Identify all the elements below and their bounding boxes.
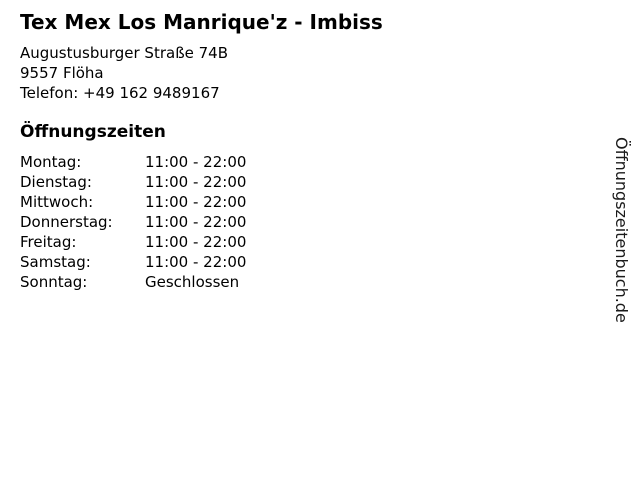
- table-row: Mittwoch: 11:00 - 22:00: [20, 192, 305, 212]
- table-row: Sonntag: Geschlossen: [20, 272, 305, 292]
- hours-value: Geschlossen: [145, 273, 240, 291]
- hours-value: 11:00 - 22:00: [145, 153, 247, 171]
- address-block: Augustusburger Straße 74B 9557 Flöha Tel…: [20, 43, 580, 103]
- address-street: Augustusburger Straße 74B: [20, 44, 229, 62]
- day-label: Mittwoch:: [20, 193, 94, 211]
- hours-value: 11:00 - 22:00: [145, 213, 247, 231]
- table-row: Donnerstag: 11:00 - 22:00: [20, 212, 305, 232]
- hours-value: 11:00 - 22:00: [145, 173, 247, 191]
- phone-number: Telefon: +49 162 9489167: [20, 84, 220, 102]
- opening-hours-table: Montag: 11:00 - 22:00 Dienstag: 11:00 - …: [20, 152, 305, 292]
- table-row: Montag: 11:00 - 22:00: [20, 152, 305, 172]
- day-label: Sonntag:: [20, 273, 88, 291]
- day-label: Dienstag:: [20, 173, 92, 191]
- opening-hours-table-body: Montag: 11:00 - 22:00 Dienstag: 11:00 - …: [20, 152, 305, 292]
- table-row: Freitag: 11:00 - 22:00: [20, 232, 305, 252]
- business-info-block: Tex Mex Los Manrique'z - Imbiss Augustus…: [20, 0, 580, 292]
- day-label: Freitag:: [20, 233, 77, 251]
- day-label: Samstag:: [20, 253, 91, 271]
- site-watermark: Öffnungszeitenbuch.de: [612, 137, 631, 337]
- day-label: Donnerstag:: [20, 213, 113, 231]
- hours-value: 11:00 - 22:00: [145, 193, 247, 211]
- page-title: Tex Mex Los Manrique'z - Imbiss: [20, 10, 383, 34]
- watermark-label: Öffnungszeitenbuch.de: [612, 137, 631, 323]
- hours-value: 11:00 - 22:00: [145, 233, 247, 251]
- table-row: Dienstag: 11:00 - 22:00: [20, 172, 305, 192]
- hours-value: 11:00 - 22:00: [145, 253, 247, 271]
- address-city: 9557 Flöha: [20, 64, 104, 82]
- table-row: Samstag: 11:00 - 22:00: [20, 252, 305, 272]
- opening-hours-heading: Öffnungszeiten: [20, 122, 166, 142]
- day-label: Montag:: [20, 153, 82, 171]
